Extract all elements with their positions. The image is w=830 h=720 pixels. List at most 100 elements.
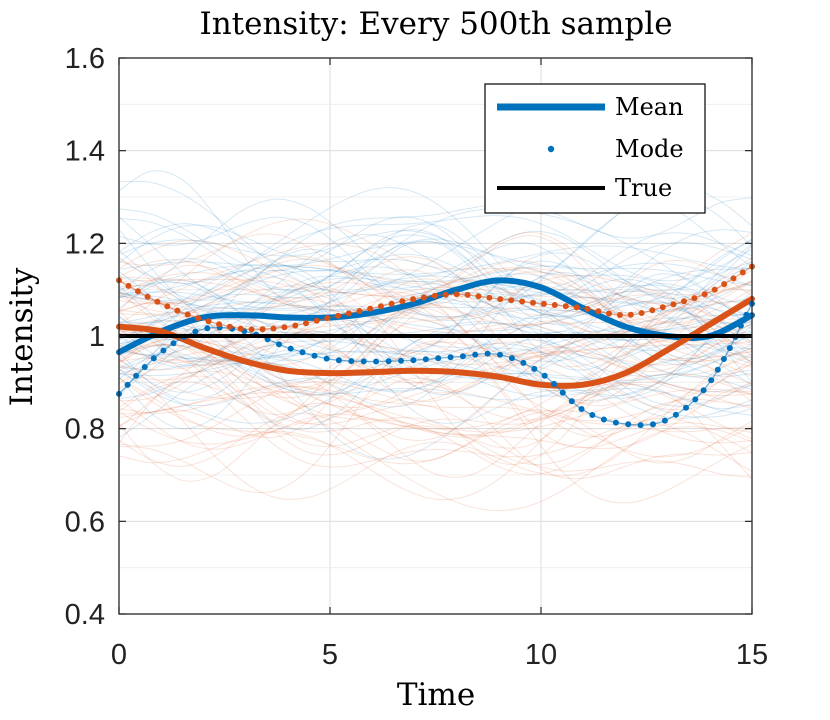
mode-point — [410, 357, 417, 364]
mode-point — [373, 358, 380, 365]
mode-point — [711, 286, 718, 293]
sample-curve — [118, 264, 753, 392]
legend-true-label: True — [615, 174, 672, 202]
sample-curve — [118, 344, 753, 480]
x-tick-label: 10 — [525, 639, 557, 671]
sample-curve — [118, 264, 753, 305]
sample-curve — [118, 336, 753, 478]
mode-point — [649, 307, 656, 314]
mode-point — [259, 326, 266, 333]
sample-curve — [118, 323, 753, 400]
mode-point — [388, 300, 395, 307]
mode-point — [475, 293, 482, 300]
mode-point — [737, 322, 744, 329]
sample-curve — [118, 381, 753, 458]
mode-point — [184, 311, 191, 318]
sample-curve — [118, 340, 753, 504]
mode-point — [541, 372, 548, 379]
mode-point — [248, 326, 255, 333]
mode-point — [519, 298, 526, 305]
y-axis-label: Intensity — [4, 267, 40, 406]
mode-point — [164, 303, 171, 310]
sample-curve — [118, 312, 753, 366]
sample-curve — [118, 170, 753, 371]
mode-point — [559, 389, 566, 396]
sample-curve — [118, 329, 753, 426]
series-lines — [116, 263, 755, 429]
mode-point — [701, 291, 708, 298]
mode-point — [692, 396, 699, 403]
sample-curve — [118, 317, 753, 441]
mode-point — [398, 357, 404, 364]
sample-curve — [118, 281, 753, 333]
y-tick-label: 1 — [89, 321, 105, 353]
sample-curve — [118, 302, 753, 332]
sample-curve — [118, 256, 753, 393]
x-axis-label: Time — [397, 677, 475, 713]
mode-point — [691, 295, 698, 302]
chart-title: Intensity: Every 500th sample — [199, 6, 672, 42]
mode-point — [562, 303, 569, 310]
tick-labels: 0 5 10 15 0.4 0.6 0.8 1 1.2 1.4 1.6 — [65, 43, 768, 671]
sample-curve — [118, 258, 753, 324]
mode-point — [125, 282, 132, 289]
sample-curve — [118, 409, 753, 467]
sample-curve — [118, 350, 753, 439]
sample-curve — [118, 233, 753, 325]
mode-point — [360, 358, 367, 365]
mode-point — [323, 355, 330, 362]
mode-point — [345, 310, 352, 317]
y-tick-label: 1.2 — [65, 228, 105, 260]
sample-curve — [118, 310, 753, 410]
sample-curve — [118, 332, 753, 430]
mode-point — [447, 354, 454, 361]
sample-curve — [118, 305, 753, 416]
mode-point — [174, 307, 181, 314]
sample-curve — [118, 321, 753, 424]
sample-curve — [118, 352, 753, 414]
sample-curve — [118, 286, 753, 371]
sample-curve — [118, 260, 753, 360]
sample-curve — [118, 377, 753, 465]
mode-point — [600, 416, 607, 423]
mode-point — [508, 355, 515, 362]
sample-curve — [118, 388, 753, 433]
mode-point — [637, 422, 644, 429]
sample-curve — [118, 384, 753, 450]
mode-point — [195, 315, 202, 322]
sample-curve — [118, 273, 753, 396]
sample-curve — [118, 382, 753, 482]
sample-curve — [118, 314, 753, 377]
mode-point — [133, 372, 140, 379]
sample-curve — [118, 216, 753, 318]
y-tick-label: 1.4 — [65, 136, 105, 168]
sample-curve — [118, 271, 753, 408]
sample-curve — [118, 242, 753, 368]
sample-curve — [118, 279, 753, 366]
mode-point — [335, 357, 342, 364]
mode-point — [192, 328, 199, 335]
mode-point — [226, 323, 233, 330]
mode-point — [638, 310, 645, 316]
sample-curve — [118, 353, 753, 500]
y-tick-label: 0.6 — [65, 506, 105, 538]
mode-point — [303, 320, 309, 327]
mode-point — [672, 411, 679, 418]
mode-point — [627, 311, 634, 318]
sample-curve — [118, 381, 753, 465]
sample-curve — [118, 281, 753, 341]
sample-curve — [118, 238, 753, 345]
mode-point — [612, 419, 619, 426]
mode-point — [681, 298, 687, 305]
sample-curve — [118, 331, 753, 429]
legend-mode-swatch — [547, 145, 555, 153]
sample-curve — [118, 232, 753, 357]
mode-point — [472, 351, 479, 358]
mode-point — [287, 345, 294, 352]
mode-point — [726, 345, 733, 352]
sample-curve — [118, 265, 753, 324]
legend-mode-label: Mode — [615, 135, 684, 163]
sample-curve — [118, 319, 753, 408]
sample-curve — [118, 373, 753, 436]
